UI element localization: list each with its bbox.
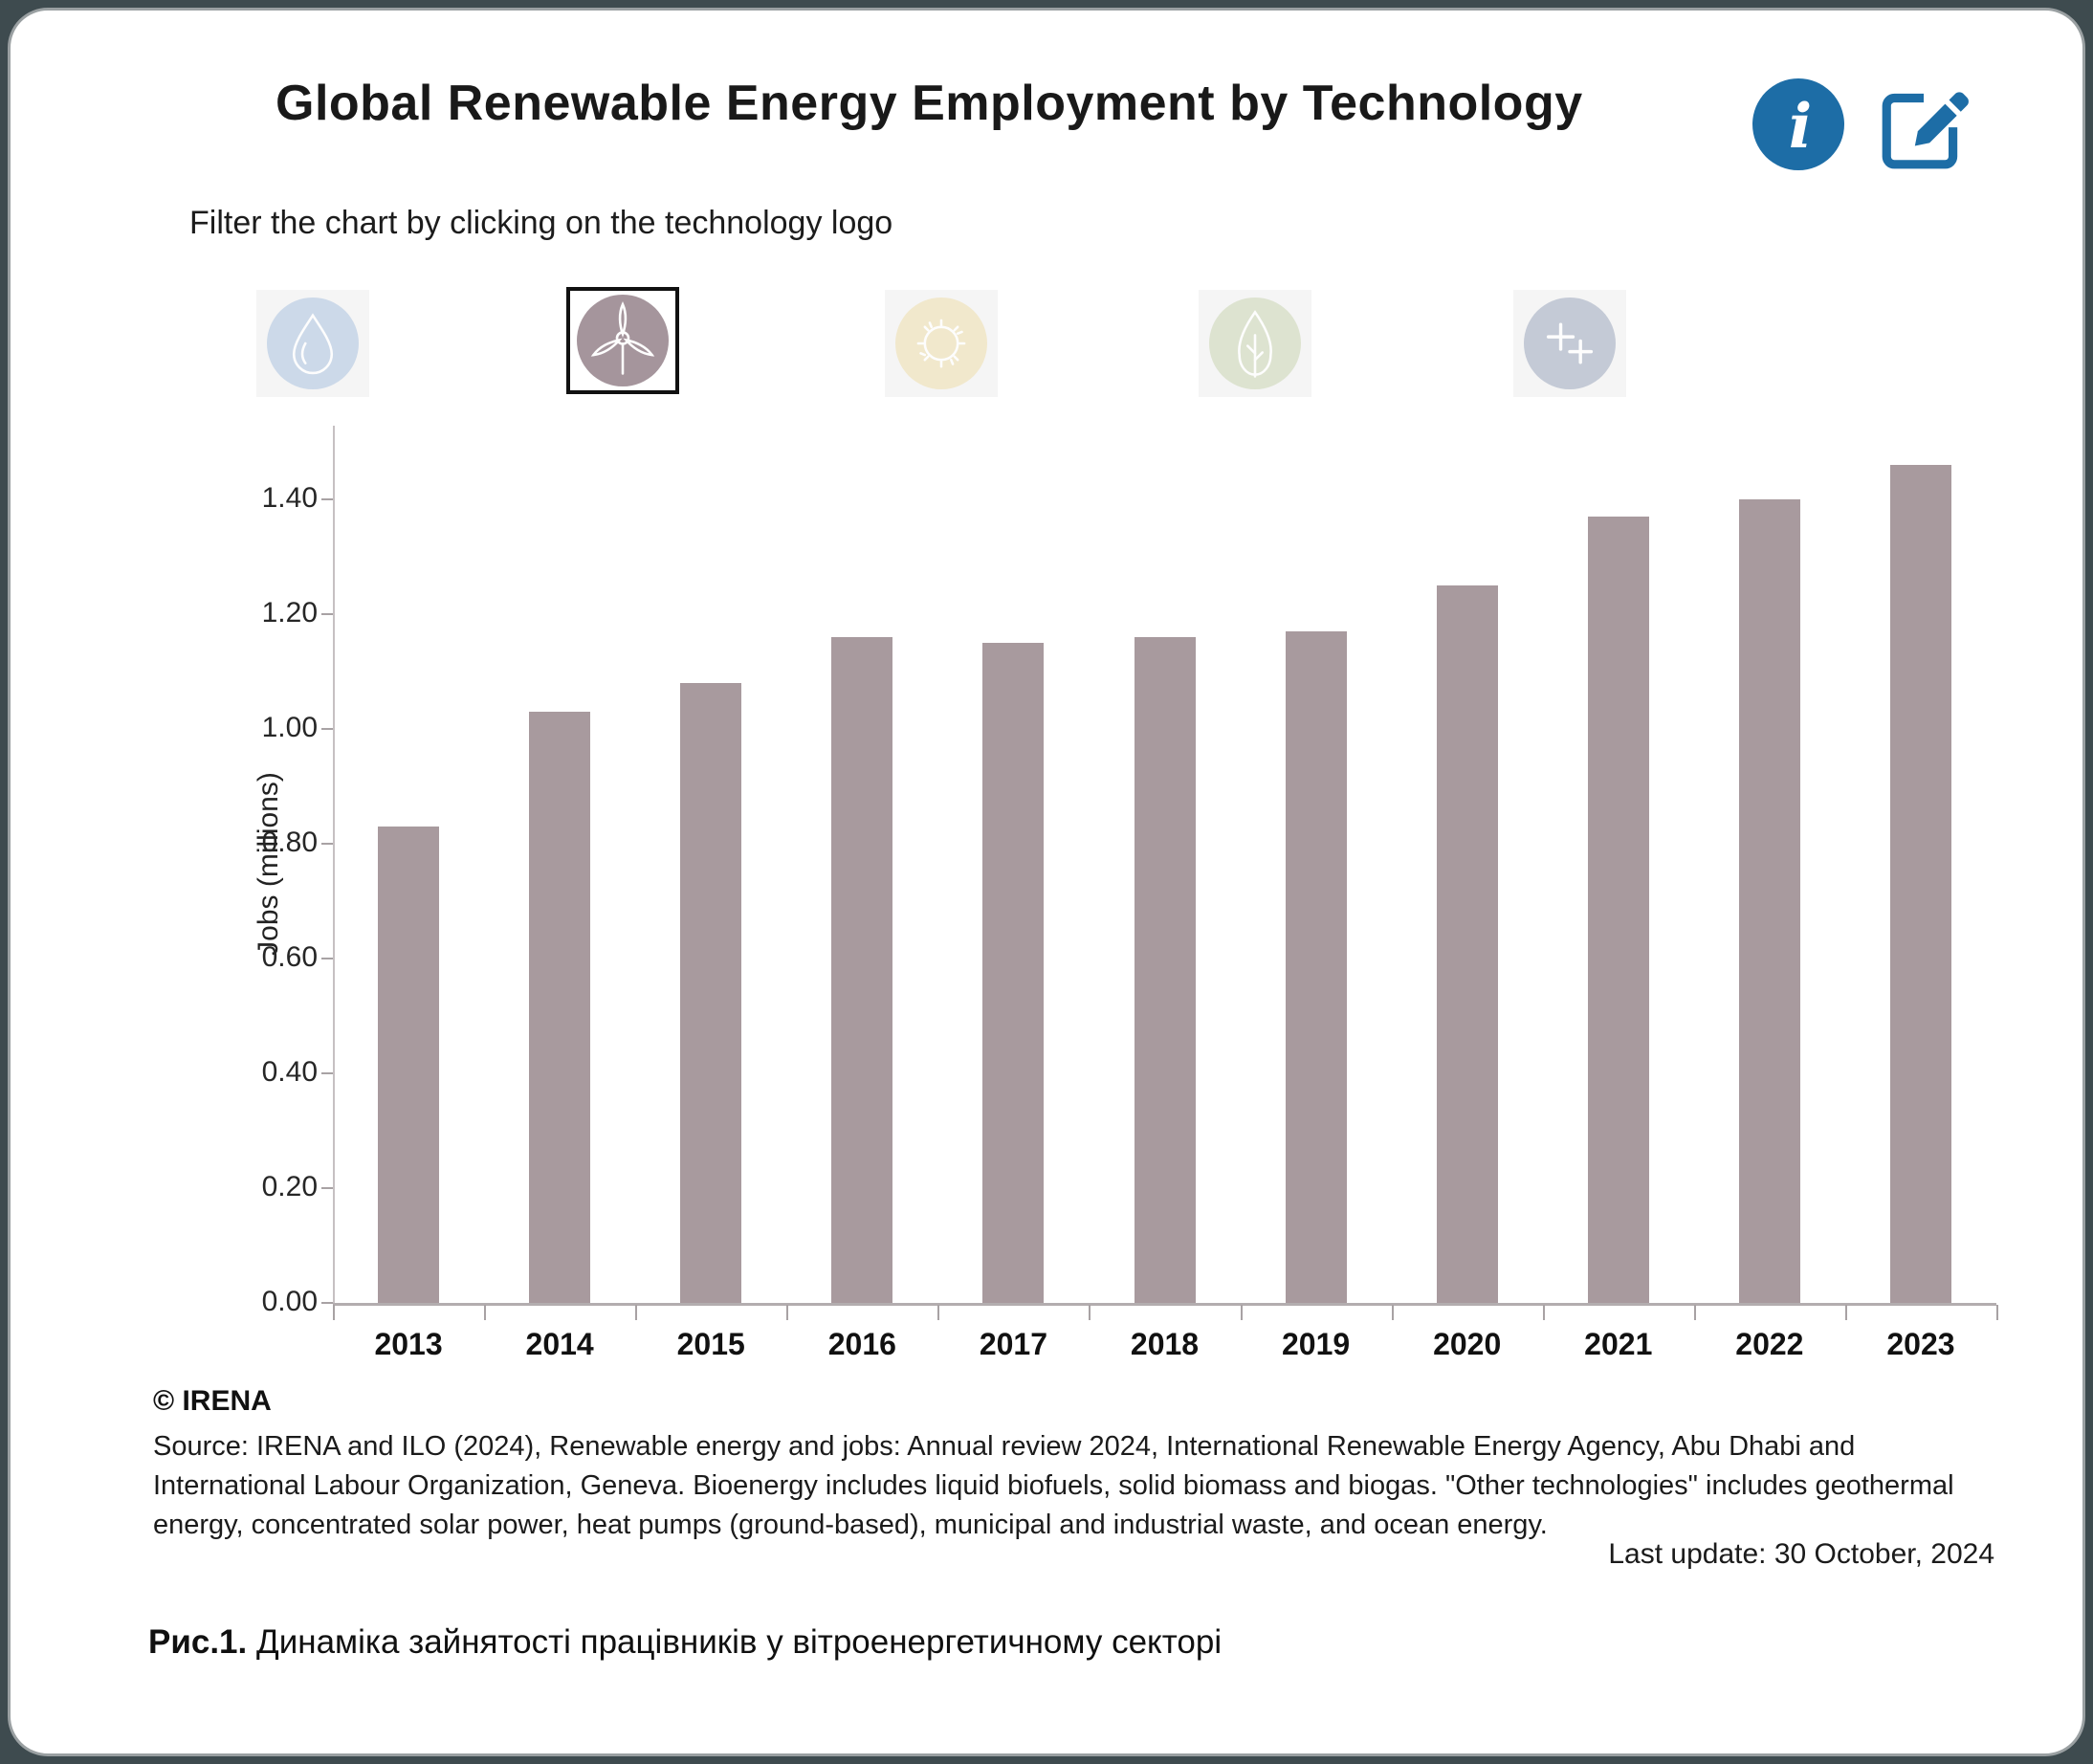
bar-2016 — [831, 637, 893, 1303]
copyright-text: © IRENA — [153, 1385, 272, 1417]
bar-2018 — [1134, 637, 1196, 1303]
leaf-icon — [1209, 298, 1301, 389]
chart-widget-card: Global Renewable Energy Employment by Te… — [8, 8, 2085, 1756]
bar-2017 — [982, 643, 1045, 1303]
x-tick-label-2014: 2014 — [525, 1327, 594, 1361]
sun-icon — [895, 298, 987, 389]
bar-2014 — [529, 712, 591, 1303]
bar-2021 — [1587, 517, 1649, 1303]
x-tick-mark — [786, 1305, 789, 1320]
source-text: Source: IRENA and ILO (2024), Renewable … — [153, 1431, 1954, 1540]
y-tick-label: 1.20 — [261, 597, 318, 628]
filter-hydropower[interactable] — [256, 290, 369, 397]
y-tick-label: 0.20 — [261, 1171, 318, 1202]
filter-hint-text: Filter the chart by clicking on the tech… — [189, 205, 893, 241]
bar-2022 — [1738, 499, 1800, 1303]
y-tick-label: 0.40 — [261, 1056, 318, 1088]
x-tick-mark — [1693, 1305, 1696, 1320]
info-icon[interactable]: i — [1751, 77, 1846, 172]
x-tick-mark — [1542, 1305, 1545, 1320]
x-tick-mark — [1844, 1305, 1847, 1320]
y-tick-label: 0.60 — [261, 941, 318, 973]
y-tick-mark — [321, 728, 333, 730]
filter-wind[interactable] — [566, 287, 679, 394]
x-tick-mark — [937, 1305, 940, 1320]
plus-plus-icon — [1524, 298, 1616, 389]
page-title: Global Renewable Energy Employment by Te… — [275, 76, 1583, 131]
water-drop-icon — [267, 298, 359, 389]
y-tick-mark — [321, 958, 333, 959]
y-tick-mark — [321, 498, 333, 500]
bar-2020 — [1436, 585, 1498, 1303]
x-tick-mark — [484, 1305, 487, 1320]
last-update-text: Last update: 30 October, 2024 — [1608, 1538, 1994, 1570]
filter-other-technologies[interactable] — [1513, 290, 1626, 397]
edit-note-icon[interactable] — [1875, 75, 1972, 172]
y-axis — [333, 426, 335, 1305]
y-tick-mark — [321, 1072, 333, 1074]
x-tick-label-2020: 2020 — [1433, 1327, 1502, 1361]
svg-text:i: i — [1789, 91, 1812, 163]
x-tick-label-2013: 2013 — [374, 1327, 443, 1361]
wind-turbine-icon — [577, 295, 669, 386]
filter-solar[interactable] — [885, 290, 998, 397]
y-tick-label: 0.00 — [261, 1286, 318, 1317]
x-tick-label-2018: 2018 — [1130, 1327, 1200, 1361]
x-tick-label-2015: 2015 — [676, 1327, 745, 1361]
bar-2013 — [378, 827, 440, 1303]
y-tick-label: 0.80 — [261, 827, 318, 858]
bar-2023 — [1889, 465, 1951, 1303]
caption-label: Рис.1. — [148, 1623, 248, 1661]
bar-2019 — [1285, 631, 1347, 1303]
x-tick-mark — [1240, 1305, 1243, 1320]
y-tick-mark — [321, 843, 333, 845]
x-tick-label-2017: 2017 — [979, 1327, 1047, 1361]
x-tick-label-2021: 2021 — [1584, 1327, 1653, 1361]
figure-caption: Рис.1. Динаміка зайнятості працівників у… — [148, 1623, 1222, 1662]
x-tick-mark — [1391, 1305, 1394, 1320]
x-tick-label-2019: 2019 — [1281, 1327, 1351, 1361]
y-tick-mark — [321, 613, 333, 615]
filter-bioenergy[interactable] — [1199, 290, 1311, 397]
bar-2015 — [680, 683, 742, 1303]
x-tick-label-2022: 2022 — [1735, 1327, 1804, 1361]
x-tick-mark — [635, 1305, 638, 1320]
caption-text: Динаміка зайнятості працівників у вітрое… — [255, 1623, 1223, 1661]
x-tick-mark — [333, 1305, 335, 1320]
x-tick-label-2016: 2016 — [827, 1327, 896, 1361]
x-axis — [333, 1303, 1996, 1306]
x-tick-mark — [1089, 1305, 1091, 1320]
y-tick-label: 1.00 — [261, 712, 318, 743]
x-tick-mark — [1996, 1305, 1998, 1320]
y-tick-label: 1.40 — [261, 482, 318, 514]
y-tick-mark — [321, 1187, 333, 1189]
x-tick-label-2023: 2023 — [1886, 1327, 1955, 1361]
y-tick-mark — [321, 1302, 333, 1304]
